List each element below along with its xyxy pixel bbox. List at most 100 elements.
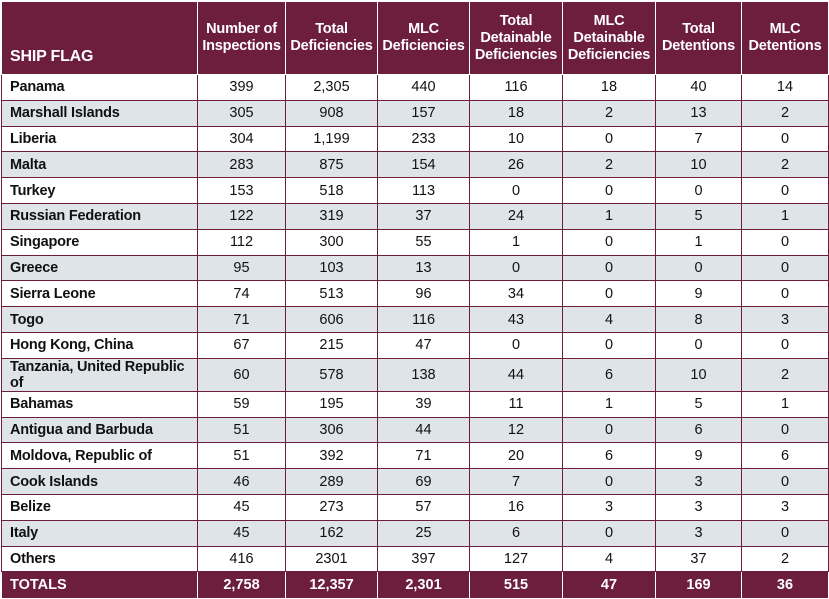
number-of-inspections-cell: 51: [197, 442, 286, 470]
mlc-detainable-deficiencies-cell: 0: [562, 519, 656, 547]
table-row: Italy 45 162 25 6 0 3 0: [1, 519, 829, 547]
number-of-inspections-cell: 416: [197, 545, 286, 573]
table-row: Marshall Islands 305 908 157 18 2 13 2: [1, 99, 829, 127]
total-total-detainable-deficiencies: 515: [469, 571, 563, 599]
total-detainable-deficiencies-cell: 116: [469, 74, 563, 101]
number-of-inspections-cell: 122: [197, 202, 286, 230]
column-header-line: Total: [682, 21, 715, 37]
ship-flag-cell: Malta: [1, 151, 198, 179]
mlc-deficiencies-cell: 113: [377, 177, 470, 204]
number-of-inspections-cell: 60: [197, 357, 286, 392]
total-deficiencies-cell: 289: [285, 468, 378, 495]
number-of-inspections-cell: 51: [197, 416, 286, 444]
column-header-total-detentions: Total Detentions: [655, 1, 742, 75]
total-detentions-cell: 13: [655, 99, 742, 127]
total-detainable-deficiencies-cell: 43: [469, 306, 563, 333]
ship-flag-cell: Greece: [1, 254, 198, 282]
mlc-deficiencies-cell: 69: [377, 468, 470, 495]
total-deficiencies-cell: 300: [285, 228, 378, 256]
total-deficiencies-cell: 273: [285, 493, 378, 521]
mlc-detainable-deficiencies-cell: 1: [562, 202, 656, 230]
table-row: Sierra Leone 74 513 96 34 0 9 0: [1, 280, 829, 308]
column-header-line: Deficiencies: [290, 38, 373, 54]
total-number-of-inspections: 2,758: [197, 571, 286, 599]
number-of-inspections-cell: 45: [197, 519, 286, 547]
mlc-detainable-deficiencies-cell: 0: [562, 254, 656, 282]
total-detainable-deficiencies-cell: 1: [469, 228, 563, 256]
mlc-detentions-cell: 1: [741, 390, 829, 418]
mlc-detainable-deficiencies-cell: 2: [562, 99, 656, 127]
table-row: Liberia 304 1,199 233 10 0 7 0: [1, 125, 829, 153]
total-detentions-cell: 6: [655, 416, 742, 444]
number-of-inspections-cell: 67: [197, 331, 286, 359]
mlc-detainable-deficiencies-cell: 0: [562, 416, 656, 444]
total-detentions-cell: 5: [655, 390, 742, 418]
mlc-detainable-deficiencies-cell: 1: [562, 390, 656, 418]
mlc-deficiencies-cell: 233: [377, 125, 470, 153]
mlc-deficiencies-cell: 397: [377, 545, 470, 573]
total-deficiencies-cell: 513: [285, 280, 378, 308]
mlc-deficiencies-cell: 55: [377, 228, 470, 256]
mlc-deficiencies-cell: 157: [377, 99, 470, 127]
mlc-detentions-cell: 0: [741, 331, 829, 359]
total-deficiencies-cell: 162: [285, 519, 378, 547]
totals-label: TOTALS: [1, 571, 198, 599]
total-detentions-cell: 0: [655, 254, 742, 282]
number-of-inspections-cell: 74: [197, 280, 286, 308]
mlc-detentions-cell: 3: [741, 493, 829, 521]
total-detentions-cell: 3: [655, 493, 742, 521]
column-header-line: MLC: [593, 12, 625, 29]
mlc-detentions-cell: 0: [741, 228, 829, 256]
total-deficiencies-cell: 2301: [285, 545, 378, 573]
ship-flag-cell: Others: [1, 545, 198, 573]
number-of-inspections-cell: 305: [197, 99, 286, 127]
mlc-deficiencies-cell: 37: [377, 202, 470, 230]
table-row: Moldova, Republic of 51 392 71 20 6 9 6: [1, 442, 829, 470]
total-detainable-deficiencies-cell: 16: [469, 493, 563, 521]
total-detainable-deficiencies-cell: 0: [469, 331, 563, 359]
total-deficiencies-cell: 306: [285, 416, 378, 444]
table-row: Singapore 112 300 55 1 0 1 0: [1, 228, 829, 256]
ship-flag-cell: Cook Islands: [1, 468, 198, 495]
table-header: SHIP FLAG Number of Inspections Total Defic…: [1, 1, 829, 75]
mlc-detainable-deficiencies-cell: 4: [562, 306, 656, 333]
total-detainable-deficiencies-cell: 7: [469, 468, 563, 495]
table-footer: TOTALS 2,758 12,357 2,301 515 47 169 36: [1, 571, 829, 599]
mlc-detainable-deficiencies-cell: 0: [562, 280, 656, 308]
total-total-detentions: 169: [655, 571, 742, 599]
mlc-deficiencies-cell: 47: [377, 331, 470, 359]
mlc-detentions-cell: 0: [741, 416, 829, 444]
number-of-inspections-cell: 59: [197, 390, 286, 418]
header-row: SHIP FLAG Number of Inspections Total Defic…: [1, 1, 829, 75]
total-detainable-deficiencies-cell: 0: [469, 177, 563, 204]
total-deficiencies-cell: 195: [285, 390, 378, 418]
total-deficiencies-cell: 875: [285, 151, 378, 179]
number-of-inspections-cell: 112: [197, 228, 286, 256]
table-row: Malta 283 875 154 26 2 10 2: [1, 151, 829, 179]
column-header-line: Inspections: [202, 38, 281, 54]
table-row: Cook Islands 46 289 69 7 0 3 0: [1, 468, 829, 495]
total-detainable-deficiencies-cell: 11: [469, 390, 563, 418]
total-detentions-cell: 10: [655, 357, 742, 392]
table-row: Tanzania, United Republic of 60 578 138 44 6 1…: [1, 357, 829, 392]
ship-flag-cell: Sierra Leone: [1, 280, 198, 308]
total-detainable-deficiencies-cell: 10: [469, 125, 563, 153]
mlc-deficiencies-cell: 96: [377, 280, 470, 308]
total-deficiencies-cell: 1,199: [285, 125, 378, 153]
mlc-detainable-deficiencies-cell: 0: [562, 331, 656, 359]
total-detainable-deficiencies-cell: 34: [469, 280, 563, 308]
total-detentions-cell: 37: [655, 545, 742, 573]
mlc-detainable-deficiencies-cell: 0: [562, 228, 656, 256]
table-row: Antigua and Barbuda 51 306 44 12 0 6 0: [1, 416, 829, 444]
number-of-inspections-cell: 45: [197, 493, 286, 521]
column-header-number-of-inspections: Number of Inspections: [197, 1, 286, 75]
number-of-inspections-cell: 153: [197, 177, 286, 204]
mlc-detentions-cell: 0: [741, 468, 829, 495]
mlc-detentions-cell: 1: [741, 202, 829, 230]
total-detentions-cell: 0: [655, 177, 742, 204]
total-detainable-deficiencies-cell: 44: [469, 357, 563, 392]
mlc-detentions-cell: 2: [741, 99, 829, 127]
number-of-inspections-cell: 304: [197, 125, 286, 153]
column-header-mlc-detentions: MLC Detentions: [741, 1, 829, 75]
